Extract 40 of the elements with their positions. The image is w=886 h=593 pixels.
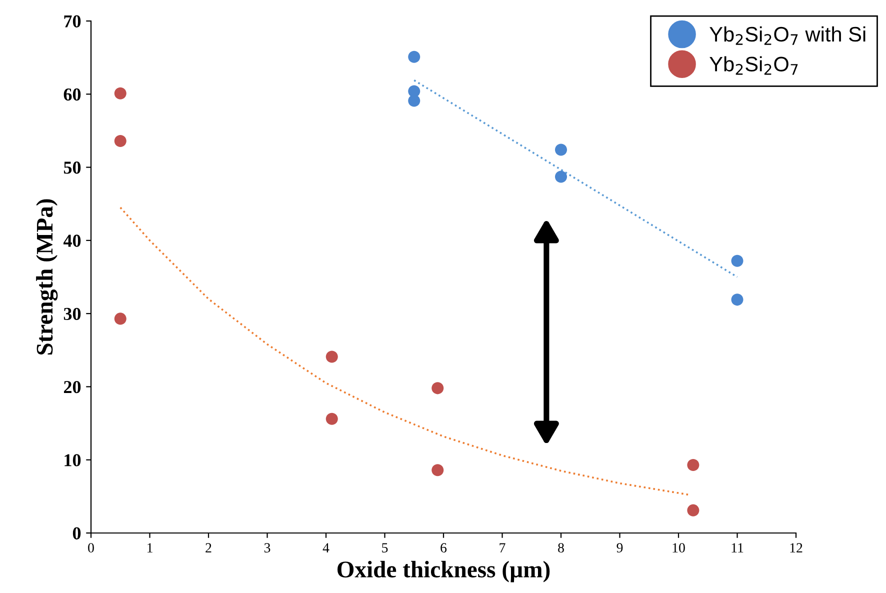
point bbox=[731, 294, 744, 306]
point bbox=[326, 350, 338, 363]
legend-label: Yb$_{2}$Si$_{2}$O$_{7}$ with Si bbox=[710, 26, 866, 45]
point bbox=[408, 50, 420, 63]
y-tick-label: 0 bbox=[72, 527, 81, 540]
x-tick-label: 5 bbox=[382, 543, 388, 552]
y-tick-label: 60 bbox=[64, 88, 81, 101]
y-tick-label: 30 bbox=[64, 308, 81, 320]
y-tick-label: 50 bbox=[64, 162, 81, 174]
point bbox=[687, 504, 700, 516]
point bbox=[554, 170, 568, 183]
x-tick-label: 12 bbox=[790, 543, 802, 552]
point bbox=[687, 458, 700, 471]
y-tick-label: 20 bbox=[64, 380, 81, 394]
point bbox=[731, 254, 744, 267]
point bbox=[114, 312, 126, 325]
x-tick-label: 0 bbox=[88, 543, 94, 552]
y-tick-label: 70 bbox=[64, 15, 81, 28]
x-tick-label: 9 bbox=[616, 543, 623, 552]
point bbox=[326, 412, 338, 425]
x-tick-label: 1 bbox=[148, 543, 152, 552]
point bbox=[554, 144, 568, 156]
point bbox=[408, 94, 420, 107]
x-tick-label: 3 bbox=[264, 543, 270, 552]
point bbox=[114, 134, 126, 147]
legend-label: Yb$_{2}$Si$_{2}$O$_{7}$ bbox=[710, 56, 798, 75]
point bbox=[432, 464, 444, 476]
x-tick-label: 7 bbox=[500, 543, 506, 552]
point bbox=[114, 87, 126, 100]
y-axis-title: Strength (MPa) bbox=[36, 199, 58, 355]
point bbox=[432, 382, 444, 394]
y-tick-label: 10 bbox=[64, 454, 81, 466]
x-tick-label: 8 bbox=[558, 543, 564, 552]
y-tick-label: 40 bbox=[63, 234, 81, 247]
x-tick-label: 10 bbox=[672, 543, 685, 552]
x-axis-title: Oxide thickness (µm) bbox=[338, 560, 550, 582]
x-tick-label: 2 bbox=[206, 543, 212, 552]
x-tick-label: 4 bbox=[322, 543, 330, 552]
x-tick-label: 11 bbox=[732, 543, 744, 552]
x-tick-label: 6 bbox=[440, 543, 447, 552]
